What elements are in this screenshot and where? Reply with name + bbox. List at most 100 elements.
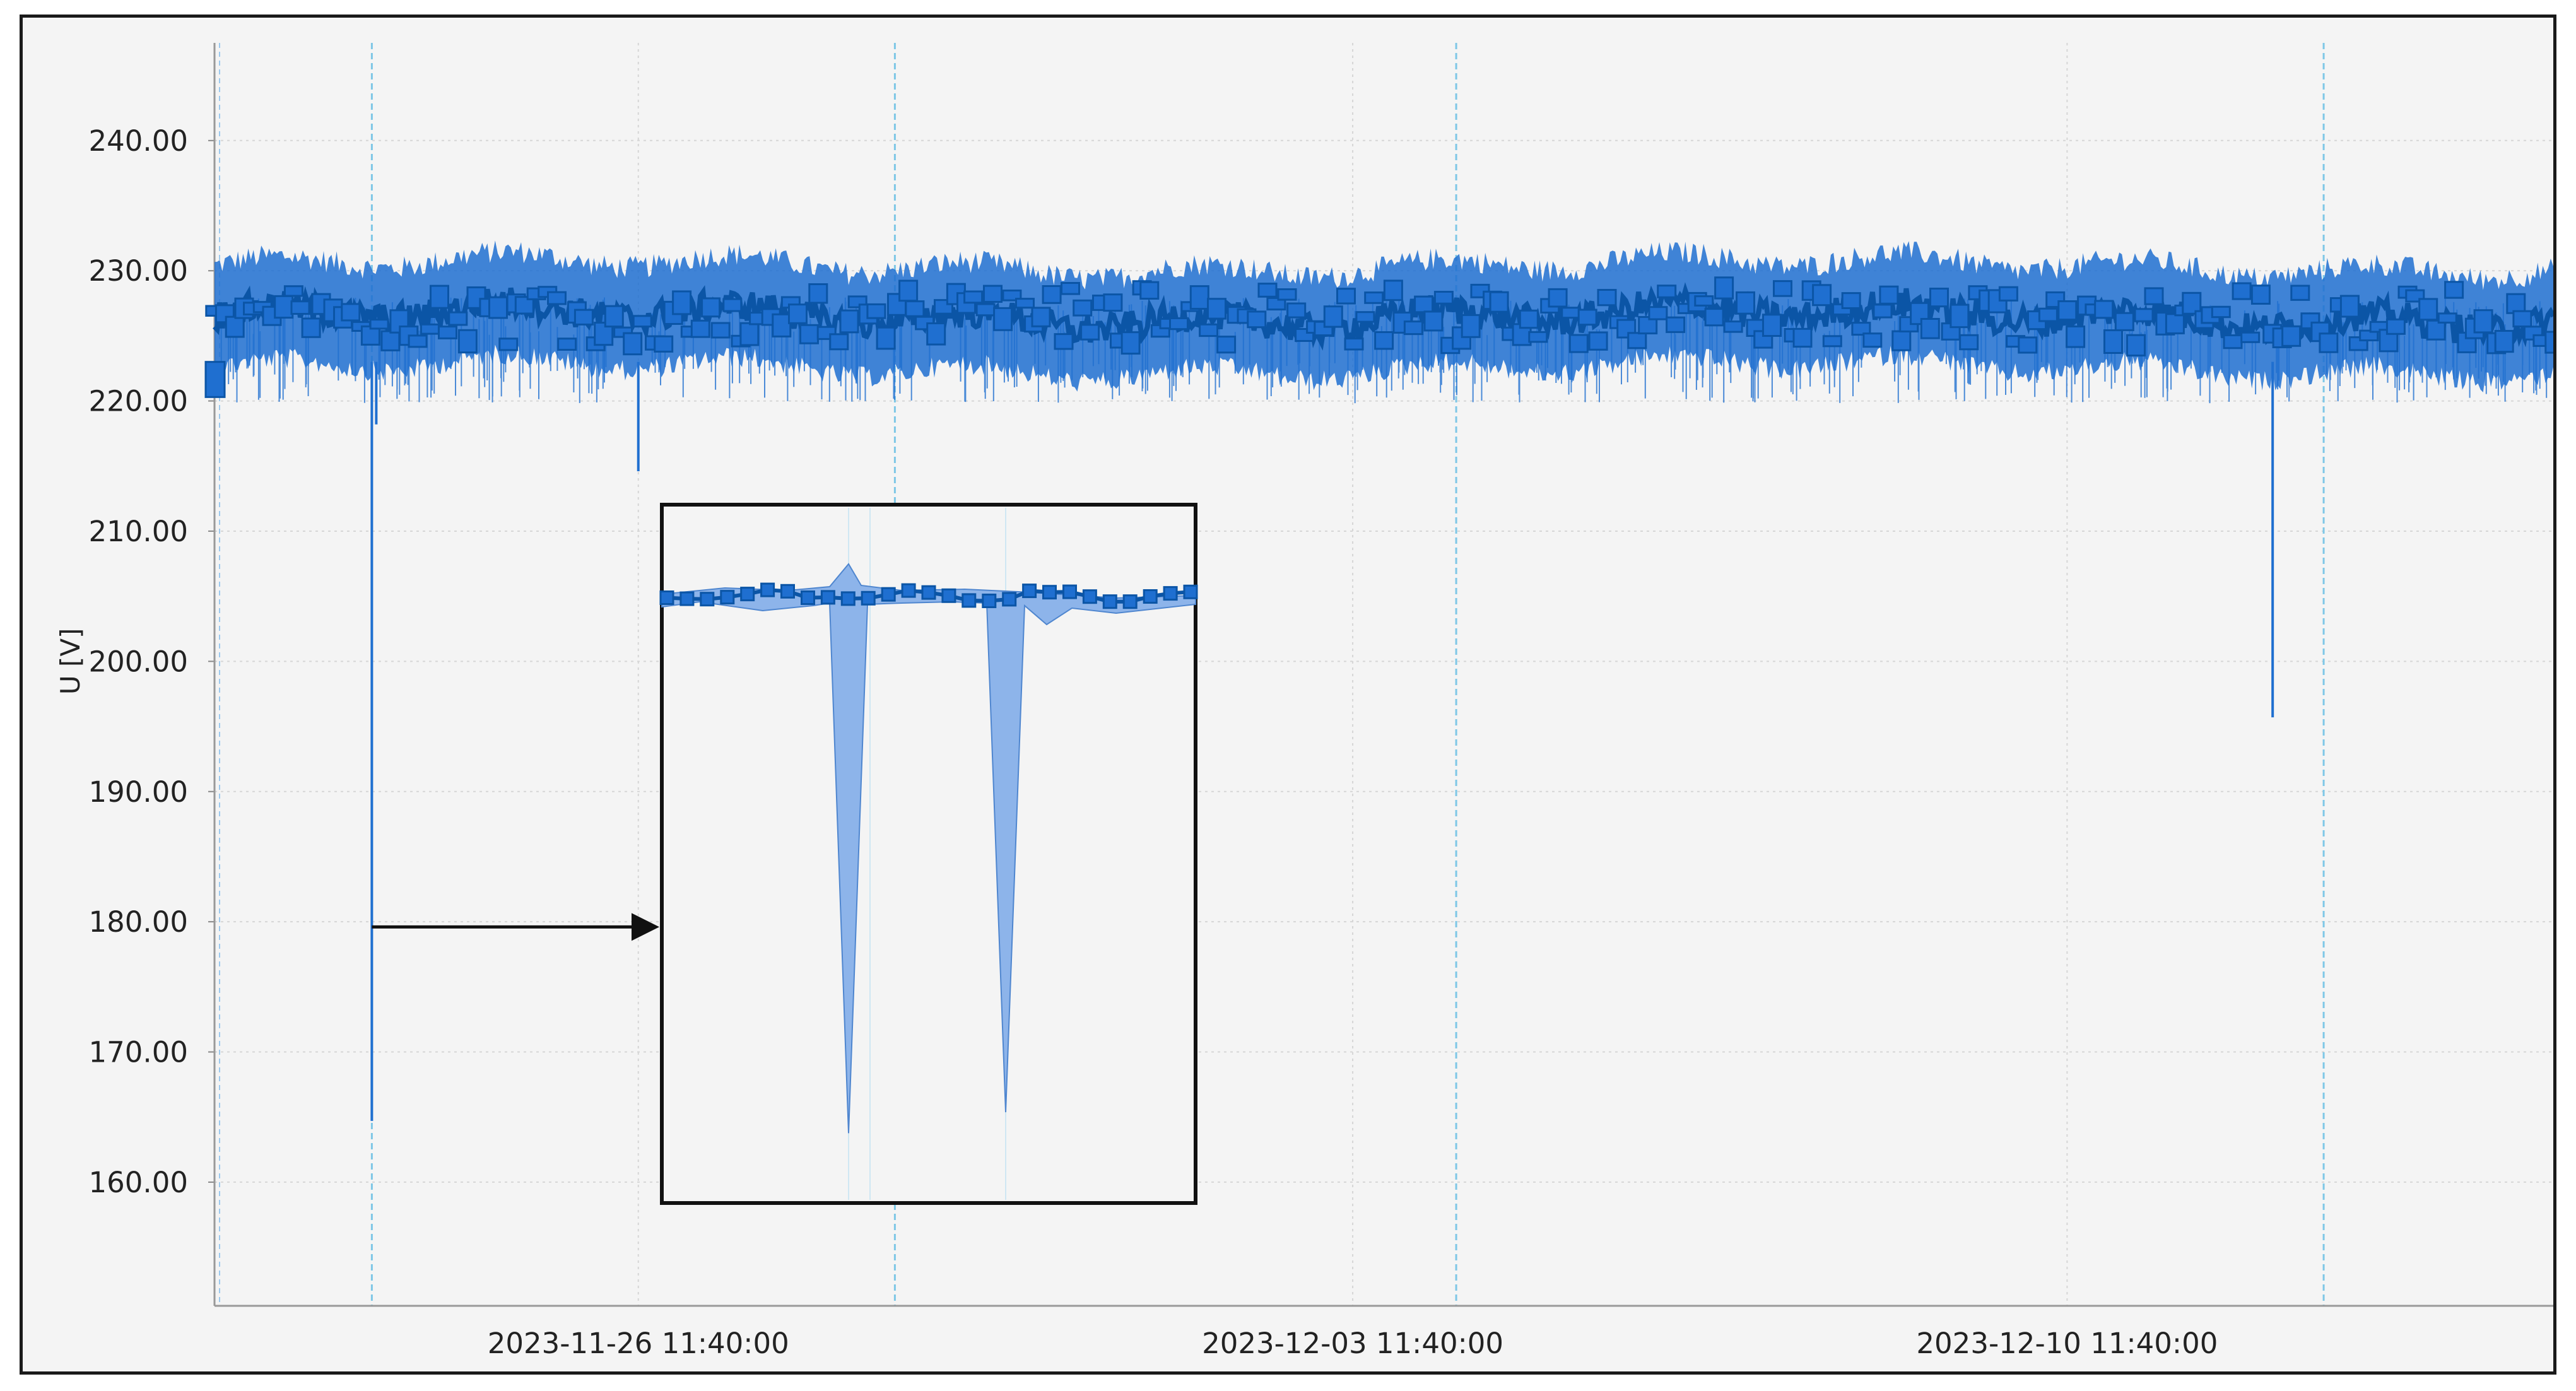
voltage-marker xyxy=(1879,285,1899,305)
inset-marker xyxy=(1062,584,1077,599)
voltage-marker xyxy=(204,361,226,398)
voltage-marker xyxy=(2319,332,2339,353)
voltage-marker xyxy=(2094,300,2114,319)
inset-marker xyxy=(1122,594,1138,609)
voltage-marker xyxy=(983,285,1003,303)
voltage-marker xyxy=(1489,291,1509,313)
voltage-marker xyxy=(623,332,643,356)
voltage-marker xyxy=(1910,302,1930,326)
voltage-marker xyxy=(290,300,310,315)
y-axis-title: U [V] xyxy=(55,628,86,695)
voltage-marker xyxy=(1207,298,1226,320)
voltage-marker xyxy=(1694,295,1714,307)
voltage-marker xyxy=(2240,331,2261,343)
voltage-marker xyxy=(1812,284,1832,307)
voltage-marker xyxy=(438,326,457,339)
voltage-marker xyxy=(448,311,468,326)
y-tick-label: 200.00 xyxy=(89,645,188,678)
voltage-marker xyxy=(1873,303,1893,319)
voltage-marker xyxy=(1364,291,1384,304)
inset-marker xyxy=(901,583,916,598)
voltage-marker xyxy=(1247,310,1267,329)
voltage-marker xyxy=(1891,330,1912,351)
voltage-marker xyxy=(1383,279,1403,302)
voltage-marker xyxy=(654,335,674,353)
y-tick-label: 220.00 xyxy=(89,385,188,418)
inset-marker xyxy=(659,590,674,605)
voltage-marker xyxy=(905,300,925,317)
voltage-marker xyxy=(1042,285,1062,304)
inset-marker xyxy=(760,582,775,597)
voltage-marker xyxy=(2038,307,2058,322)
voltage-marker xyxy=(2494,330,2514,353)
x-tick-label: 2023-11-26 11:40:00 xyxy=(488,1327,789,1360)
inset-marker xyxy=(1143,589,1158,604)
inset-marker xyxy=(1082,589,1097,604)
voltage-marker xyxy=(2232,282,2252,300)
voltage-marker xyxy=(2018,336,2038,354)
voltage-marker xyxy=(1929,288,1949,308)
x-tick-label: 2023-12-10 11:40:00 xyxy=(1916,1327,2218,1360)
voltage-marker xyxy=(632,315,652,328)
voltage-marker xyxy=(2250,285,2271,305)
voltage-marker xyxy=(1561,307,1581,319)
voltage-marker xyxy=(1657,285,1677,298)
voltage-marker xyxy=(604,305,624,328)
voltage-marker xyxy=(926,322,946,346)
voltage-marker xyxy=(420,323,440,335)
voltage-marker xyxy=(829,333,849,351)
voltage-marker xyxy=(1336,288,1356,305)
voltage-marker xyxy=(1139,281,1160,300)
voltage-marker xyxy=(1461,314,1481,338)
voltage-marker xyxy=(1851,322,1871,336)
inset-marker xyxy=(1163,586,1178,601)
voltage-marker xyxy=(1714,276,1734,300)
voltage-marker xyxy=(993,307,1013,331)
voltage-marker xyxy=(547,291,567,305)
voltage-marker xyxy=(1015,298,1035,309)
voltage-marker xyxy=(1773,280,1792,297)
voltage-marker xyxy=(225,315,245,338)
voltage-marker xyxy=(1792,327,1813,348)
inset-marker xyxy=(720,590,735,605)
voltage-marker xyxy=(2126,334,2146,357)
voltage-marker xyxy=(1277,288,1297,301)
voltage-marker xyxy=(799,324,819,344)
voltage-marker xyxy=(1648,306,1668,320)
voltage-marker xyxy=(2103,329,2123,354)
inset-marker xyxy=(740,587,755,602)
voltage-marker xyxy=(1266,296,1286,311)
voltage-marker xyxy=(1597,289,1617,307)
voltage-marker xyxy=(1103,293,1123,312)
inset-marker xyxy=(820,590,835,605)
voltage-marker xyxy=(2444,281,2464,299)
y-tick-label: 190.00 xyxy=(89,775,188,809)
voltage-marker xyxy=(1723,320,1743,333)
voltage-marker xyxy=(1433,291,1454,305)
voltage-marker xyxy=(1588,331,1608,351)
voltage-marker xyxy=(283,285,303,297)
voltage-marker xyxy=(1568,334,1589,353)
voltage-marker xyxy=(1616,319,1637,339)
inset-marker xyxy=(921,585,936,600)
voltage-marker xyxy=(457,329,478,354)
voltage-marker xyxy=(2473,309,2493,334)
voltage-marker xyxy=(1061,282,1080,295)
inset-marker xyxy=(881,587,896,602)
voltage-marker xyxy=(1344,337,1364,351)
voltage-marker xyxy=(2418,298,2438,321)
voltage-marker xyxy=(876,326,896,350)
inset-marker xyxy=(861,590,876,606)
voltage-marker xyxy=(2437,312,2457,324)
voltage-marker xyxy=(1577,308,1597,326)
voltage-marker xyxy=(1031,307,1051,327)
voltage-marker xyxy=(866,303,886,319)
voltage-marker xyxy=(722,298,743,312)
voltage-marker xyxy=(2066,326,2086,348)
voltage-marker xyxy=(2385,318,2406,335)
voltage-marker xyxy=(488,296,508,319)
inset-marker xyxy=(679,591,695,606)
voltage-marker xyxy=(1959,334,1979,351)
voltage-marker xyxy=(2114,312,2134,331)
voltage-marker xyxy=(557,337,577,351)
